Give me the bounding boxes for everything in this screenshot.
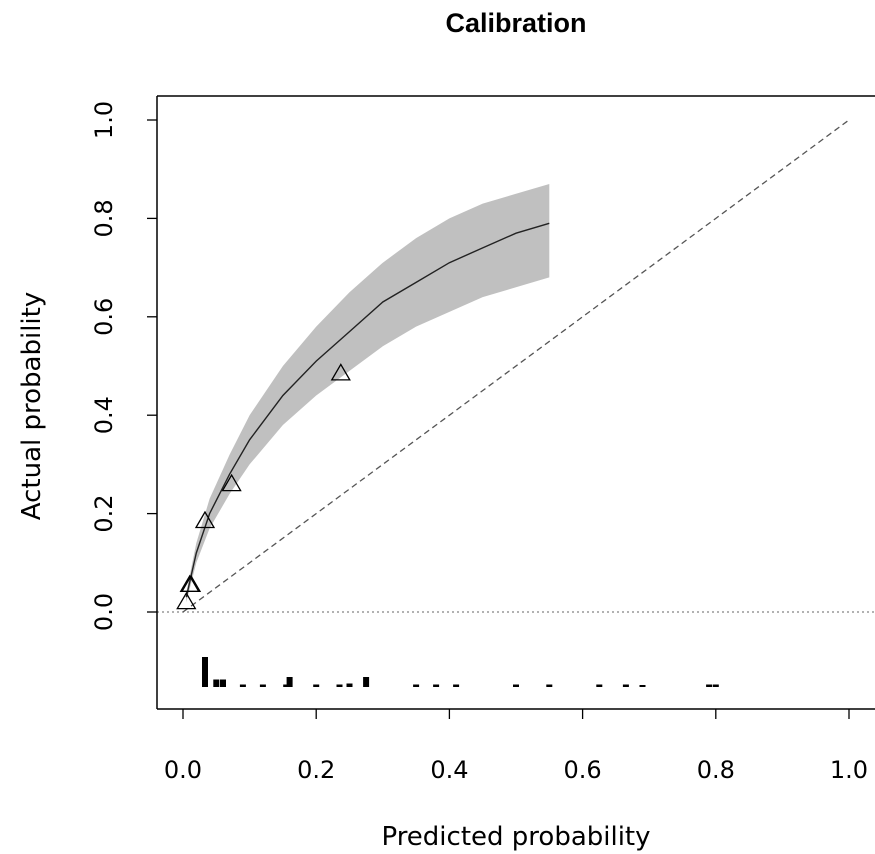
histogram-bar (336, 684, 343, 687)
histogram-bar (346, 683, 353, 687)
y-tick-label: 1.0 (90, 101, 118, 139)
histogram-bar (546, 684, 553, 687)
histogram-bar (596, 684, 603, 687)
histogram-bar (220, 679, 226, 687)
histogram-bar (433, 684, 440, 687)
x-tick-label: 1.0 (830, 756, 868, 784)
histogram-bar (413, 684, 420, 687)
observed-point (330, 363, 351, 381)
histogram-bar (706, 684, 713, 687)
y-tick-label: 0.6 (90, 298, 118, 336)
reference-diagonal (182, 119, 850, 613)
x-tick-label: 0.2 (297, 756, 335, 784)
y-tick-label: 0.8 (90, 199, 118, 237)
observed-point (194, 510, 216, 529)
histogram-bar (622, 684, 629, 687)
observed-point (176, 591, 197, 610)
x-tick-label: 0.8 (697, 756, 735, 784)
histogram-bar (286, 677, 293, 687)
x-tick-label: 0.0 (164, 756, 202, 784)
y-tick-label: 0.4 (90, 396, 118, 434)
histogram-bar (213, 679, 220, 687)
histogram-bar (513, 684, 519, 687)
y-tick-label: 0.2 (90, 495, 118, 533)
histogram-bar (712, 684, 719, 687)
histogram-bar (239, 684, 246, 687)
observed-point (221, 473, 242, 492)
histogram-bar (313, 684, 320, 687)
observed-point (180, 574, 202, 593)
histogram-bar (259, 684, 266, 687)
y-tick-label: 0.0 (90, 593, 118, 631)
histogram-bar (283, 684, 290, 687)
histogram-bar (202, 657, 208, 687)
histogram-bar (363, 677, 370, 687)
confidence-band (186, 184, 550, 603)
histogram-bar (639, 685, 646, 687)
x-axis-label: Predicted probability (381, 822, 650, 852)
x-tick-label: 0.6 (564, 756, 602, 784)
calibration-curve (185, 222, 550, 598)
plot-area: 0.0 0.2 0.4 0.6 0.8 1.0 0.0 0.2 0.4 0.6 0.8 1.0 (90, 95, 875, 784)
y-axis-label: Actual probability (17, 292, 47, 520)
x-tick-label: 0.4 (430, 756, 468, 784)
chart-title: Calibration (445, 8, 586, 38)
histogram-bar (453, 684, 460, 687)
